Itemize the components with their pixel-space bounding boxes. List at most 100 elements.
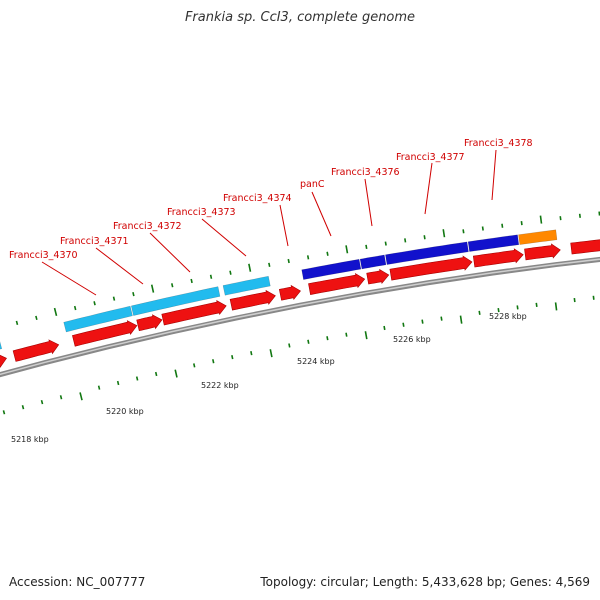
backbone-line xyxy=(0,256,600,378)
tick-outer-17 xyxy=(306,255,310,260)
gene-block-light-blue-2 xyxy=(63,305,133,333)
tick-inner-24 xyxy=(459,315,463,324)
tick-inner-2 xyxy=(40,400,44,405)
cds-arrow-10 xyxy=(389,255,473,281)
kbp-label-5220: 5220 kbp xyxy=(106,407,144,416)
cds-arrow-5 xyxy=(161,300,227,326)
tick-inner-29 xyxy=(554,302,558,311)
tick-outer-28 xyxy=(520,221,523,226)
tick-inner-3 xyxy=(59,395,63,400)
label-leader-lines xyxy=(41,149,497,296)
kbp-label-5228: 5228 kbp xyxy=(489,312,527,321)
leader-line-8 xyxy=(424,162,433,215)
gene-block-dark-blue-4 xyxy=(467,234,520,252)
tick-outer-25 xyxy=(462,229,465,234)
tick-outer-15 xyxy=(268,262,271,267)
tick-marks xyxy=(2,211,600,415)
gene-label-francci3-4378[interactable]: Francci3_4378 xyxy=(464,138,533,149)
tick-inner-4 xyxy=(79,392,83,401)
tick-inner-21 xyxy=(402,322,405,327)
gene-block-orange-1 xyxy=(518,229,558,245)
tick-inner-25 xyxy=(478,310,481,315)
tick-inner-20 xyxy=(383,325,386,331)
position-labels: 5218 kbp 5220 kbp 5222 kbp 5224 kbp 5226… xyxy=(11,312,527,444)
tick-inner-27 xyxy=(516,305,519,310)
gene-label-francci3-4376[interactable]: Francci3_4376 xyxy=(331,167,400,178)
tick-outer-18 xyxy=(326,251,329,256)
tick-outer-3 xyxy=(35,315,38,321)
tick-outer-12 xyxy=(209,274,213,279)
kbp-label-5224: 5224 kbp xyxy=(297,357,335,366)
gene-label-francci3-4373[interactable]: Francci3_4373 xyxy=(167,207,236,218)
tick-outer-16 xyxy=(287,258,290,264)
tick-outer-2 xyxy=(15,320,19,326)
tick-inner-5 xyxy=(97,385,101,390)
tick-outer-4 xyxy=(53,307,58,317)
tick-outer-5 xyxy=(73,305,77,311)
tick-inner-15 xyxy=(288,343,291,348)
tick-inner-1 xyxy=(21,405,25,410)
tick-inner-22 xyxy=(421,319,424,324)
leader-line-2 xyxy=(95,247,144,285)
cds-arrow-2 xyxy=(12,339,60,362)
tick-outer-6 xyxy=(93,301,96,306)
tick-outer-27 xyxy=(501,223,504,228)
gene-block-light-blue-1 xyxy=(0,341,3,350)
gene-block-dark-blue-1 xyxy=(301,259,362,280)
genome-backbone xyxy=(0,256,600,378)
tick-inner-17 xyxy=(326,336,329,341)
tick-outer-26 xyxy=(481,226,484,231)
tick-outer-19 xyxy=(345,245,349,254)
gene-labels: Francci3_4370 Francci3_4371 Francci3_437… xyxy=(9,138,533,261)
cds-arrow-13 xyxy=(570,239,600,255)
gene-label-francci3-4370[interactable]: Francci3_4370 xyxy=(9,250,78,261)
tick-inner-8 xyxy=(154,371,158,377)
tick-outer-20 xyxy=(365,244,368,249)
gene-label-francci3-4371[interactable]: Francci3_4371 xyxy=(60,236,129,247)
tick-outer-29 xyxy=(539,215,543,224)
tick-inner-9 xyxy=(174,369,178,378)
kbp-label-5218: 5218 kbp xyxy=(11,435,49,444)
gene-block-dark-blue-3 xyxy=(385,241,469,265)
kbp-label-5226: 5226 kbp xyxy=(393,335,431,344)
tick-inner-14 xyxy=(269,349,273,358)
tick-outer-14 xyxy=(248,263,252,272)
tick-inner-23 xyxy=(440,316,443,321)
tick-outer-22 xyxy=(404,238,407,243)
gene-label-francci3-4377[interactable]: Francci3_4377 xyxy=(396,152,465,163)
gene-block-light-blue-3 xyxy=(131,286,221,316)
feature-tracks xyxy=(0,229,600,368)
tick-inner-6 xyxy=(116,380,120,386)
tick-outer-24 xyxy=(442,229,446,238)
tick-inner-18 xyxy=(345,332,348,337)
gene-block-light-blue-4 xyxy=(222,275,271,296)
genome-summary-text: Topology: circular; Length: 5,433,628 bp… xyxy=(260,575,590,589)
tick-inner-10 xyxy=(193,363,196,368)
leader-line-9 xyxy=(491,149,497,201)
tick-outer-13 xyxy=(229,270,232,275)
tick-outer-11 xyxy=(190,278,193,284)
tick-inner-13 xyxy=(250,351,253,356)
tick-outer-8 xyxy=(132,291,135,297)
tick-outer-21 xyxy=(384,241,387,246)
tick-inner-28 xyxy=(535,302,538,307)
tick-inner-7 xyxy=(135,376,139,381)
tick-outer-7 xyxy=(112,296,116,301)
leader-line-3 xyxy=(149,232,191,273)
gene-label-panc[interactable]: panC xyxy=(300,179,325,190)
cds-arrow-6 xyxy=(229,289,276,311)
tick-inner-0 xyxy=(2,410,6,415)
leader-line-5 xyxy=(279,204,289,247)
gene-label-francci3-4374[interactable]: Francci3_4374 xyxy=(223,193,292,204)
tick-outer-9 xyxy=(150,284,155,293)
leader-line-1 xyxy=(41,261,97,296)
cds-arrow-8 xyxy=(308,272,366,295)
gene-label-francci3-4372[interactable]: Francci3_4372 xyxy=(113,221,182,232)
tick-outer-10 xyxy=(171,283,174,288)
cds-arrow-7 xyxy=(278,284,301,301)
leader-line-7 xyxy=(364,178,373,227)
map-title: Frankia sp. CcI3, complete genome xyxy=(184,10,416,25)
leader-line-6 xyxy=(311,191,332,237)
cds-arrow-12 xyxy=(524,243,561,261)
